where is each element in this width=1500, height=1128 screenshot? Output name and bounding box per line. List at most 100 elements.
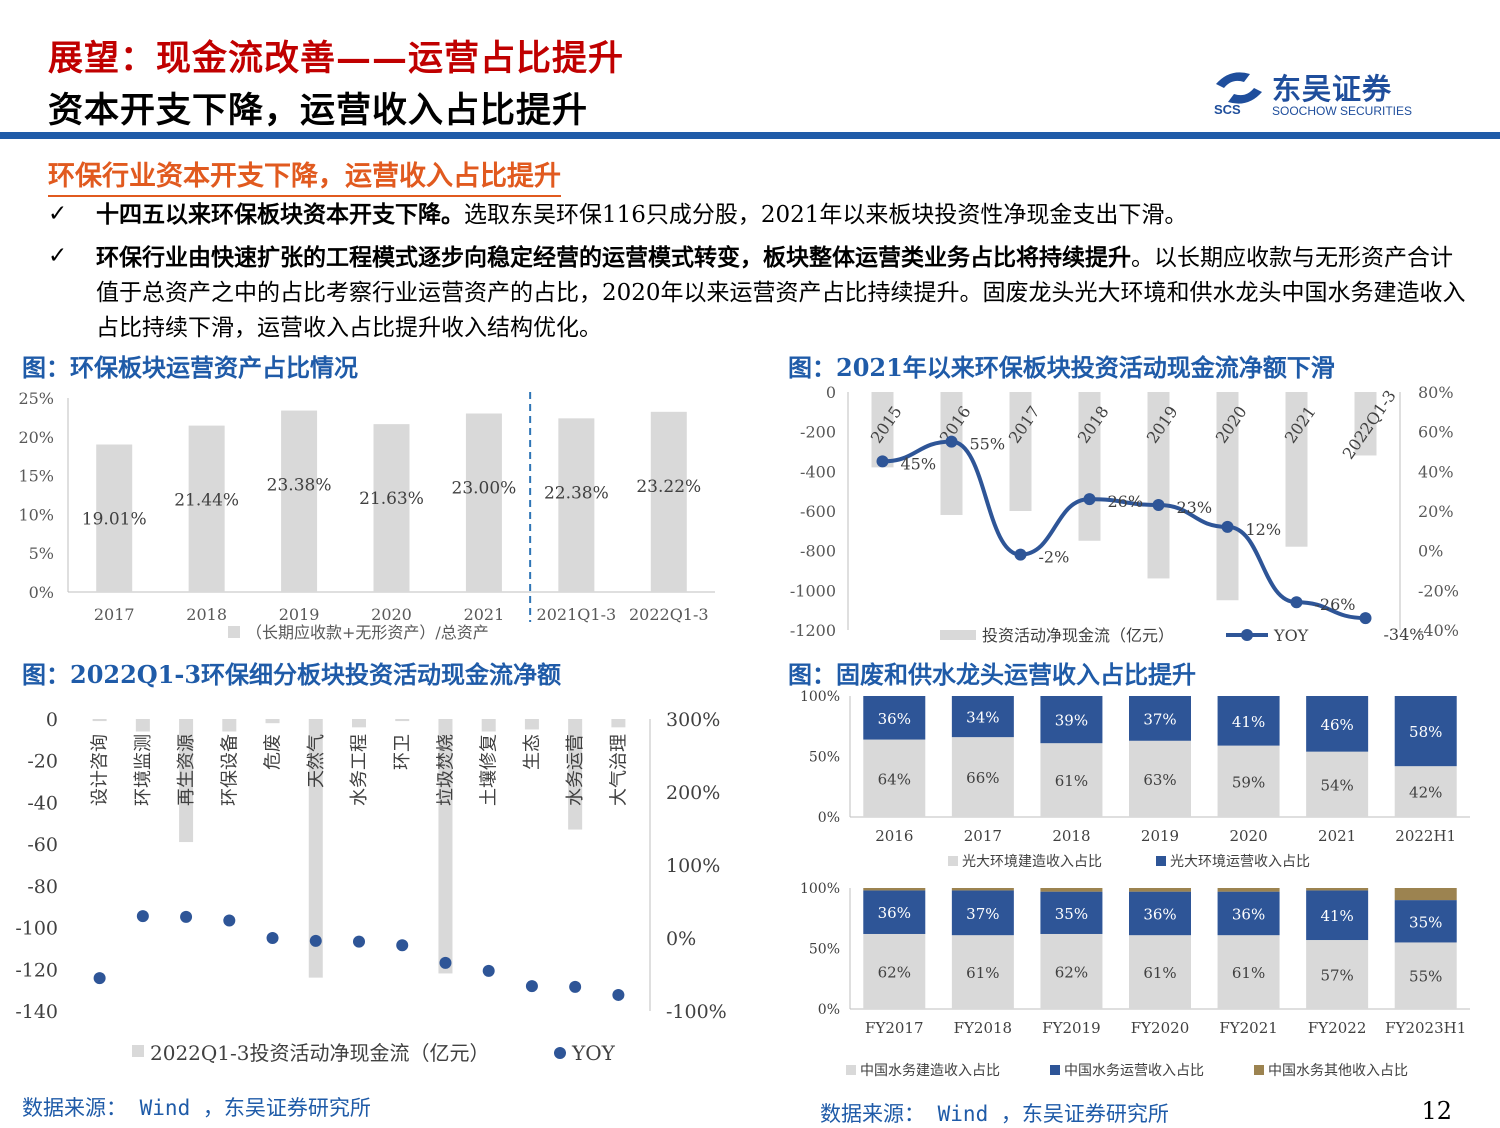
bar xyxy=(1078,392,1101,541)
y-tick-label: 10% xyxy=(18,505,54,524)
bar xyxy=(352,719,366,728)
stack-segment xyxy=(863,933,926,1009)
bar xyxy=(1354,392,1377,456)
legend-dot-swatch xyxy=(554,1047,566,1059)
x-tick-label: FY2018 xyxy=(954,1019,1012,1037)
stack-segment xyxy=(1306,751,1369,817)
y-left-tick-label: 0 xyxy=(46,709,58,731)
yoy-point xyxy=(1290,596,1303,609)
y-right-tick-label: -20% xyxy=(1418,581,1459,600)
y-right-tick-label: 60% xyxy=(1418,423,1454,442)
bar xyxy=(92,719,107,722)
legend-swatch xyxy=(228,626,240,638)
data-label: 21.63% xyxy=(359,489,424,509)
bar xyxy=(611,719,626,728)
segment-label: 55% xyxy=(1409,968,1442,986)
yoy-point xyxy=(525,980,538,993)
segment-label: 41% xyxy=(1320,907,1353,925)
x-tick-label: 2019 xyxy=(279,605,320,624)
stack-segment xyxy=(1306,890,1369,941)
segment-label: 62% xyxy=(1055,963,1088,981)
x-category-label: 垃圾焚烧 xyxy=(435,734,456,806)
logo-text-en: SOOCHOW SECURITIES xyxy=(1272,104,1413,118)
bullet-1: ✓ 十四五以来环保板块资本开支下降。选取东吴环保116只成分股，2021年以来板… xyxy=(48,198,1468,231)
bullet-1-text: 选取东吴环保116只成分股，2021年以来板块投资性净现金支出下滑。 xyxy=(464,202,1188,228)
y-tick-label: 25% xyxy=(18,389,54,408)
legend-swatch xyxy=(846,1065,856,1075)
stack-segment xyxy=(1394,900,1457,943)
x-category-label: 危废 xyxy=(263,734,284,770)
yoy-point xyxy=(1152,499,1165,512)
bar xyxy=(940,392,963,515)
chart2-title: 图：2021年以来环保板块投资活动现金流净额下滑 xyxy=(788,353,1335,382)
checkmark-icon: ✓ xyxy=(48,201,68,227)
y-left-tick-label: -200 xyxy=(800,423,836,442)
data-label: 21.44% xyxy=(174,491,239,511)
y-left-tick-label: -80 xyxy=(27,876,58,898)
x-tick-label: 2021Q1-3 xyxy=(537,605,617,624)
stack-segment xyxy=(1306,940,1369,1009)
segment-label: 58% xyxy=(1409,723,1442,741)
stack-segment xyxy=(1306,696,1369,752)
legend-label: （长期应收款+无形资产）/总资产 xyxy=(246,623,489,642)
y-left-tick-label: -600 xyxy=(800,502,836,521)
x-tick-label: 2019 xyxy=(1141,827,1179,845)
y-right-tick-label: 40% xyxy=(1418,462,1454,481)
legend-bar-label: 投资活动净现金流（亿元） xyxy=(982,626,1174,645)
stack-segment xyxy=(1394,766,1457,817)
y-tick-label: 100% xyxy=(800,689,840,705)
legend-swatch xyxy=(948,856,958,866)
bar xyxy=(438,719,453,974)
bar xyxy=(179,719,194,843)
bar xyxy=(308,719,323,978)
stack-segment xyxy=(1040,743,1103,817)
y-left-tick-label: -40 xyxy=(27,792,58,814)
segment-label: 37% xyxy=(966,905,999,923)
bar xyxy=(96,444,133,592)
bullet-1-bold: 十四五以来环保板块资本开支下降。 xyxy=(96,201,464,228)
legend-label: 中国水务其他收入占比 xyxy=(1268,1063,1408,1079)
y-right-tick-label: 300% xyxy=(666,709,720,731)
header-divider xyxy=(0,132,1500,139)
x-tick-label: 2016 xyxy=(875,827,913,845)
y-left-tick-label: -100 xyxy=(15,918,58,940)
x-tick-label: 2020 xyxy=(1229,827,1267,845)
bullet-2: ✓ 环保行业由快速扩张的工程模式逐步向稳定经营的运营模式转变，板块整体运营类业务… xyxy=(48,240,1468,341)
segment-label: 35% xyxy=(1055,905,1088,923)
y-tick-label: 0% xyxy=(29,583,54,602)
data-label: 23.22% xyxy=(636,477,701,497)
x-tick-label: 2022H1 xyxy=(1395,827,1456,845)
y-right-tick-label: -100% xyxy=(666,1001,727,1023)
section-heading: 环保行业资本开支下降，运营收入占比提升 xyxy=(48,154,561,197)
stack-segment xyxy=(863,890,926,934)
y-right-tick-label: 0% xyxy=(1418,542,1443,561)
y-left-tick-label: -1200 xyxy=(790,621,836,640)
slide-title: 展望：现金流改善——运营占比提升 xyxy=(48,38,625,79)
yoy-label: 26% xyxy=(1108,492,1144,511)
x-category-label: 水务运营 xyxy=(565,734,586,806)
stack-segment xyxy=(951,696,1014,738)
x-tick-label: FY2021 xyxy=(1219,1019,1277,1037)
yoy-point xyxy=(223,914,236,927)
bar xyxy=(222,719,237,732)
yoy-label: -2% xyxy=(1039,548,1070,567)
stack-segment xyxy=(1129,891,1191,936)
x-tick-label: FY2017 xyxy=(865,1019,923,1037)
bar xyxy=(1216,392,1239,601)
segment-label: 41% xyxy=(1232,713,1265,731)
chart2-investing-cashflow: 0 -200 -400 -600 -800 -1000 -1200 80% 60% 40% 20% 0… xyxy=(790,383,1459,645)
bullet-2-text: 。以长期应收款与无形资产合计值于总资产之中的占比考察行业运营资产的占比，2020… xyxy=(96,245,1466,341)
x-tick-label: FY2022 xyxy=(1308,1019,1366,1037)
y-right-tick-label: 100% xyxy=(666,855,720,877)
yoy-point xyxy=(353,935,365,948)
data-label: 19.01% xyxy=(82,509,147,529)
logo-mark-text: SCS xyxy=(1214,102,1241,116)
y-tick-label: 0% xyxy=(818,810,840,826)
segment-label: 36% xyxy=(878,710,911,728)
legend-line-label: YOY xyxy=(1273,626,1309,645)
x-tick-label: FY2023H1 xyxy=(1385,1019,1466,1037)
stack-segment xyxy=(1129,935,1191,1009)
y-tick-label: 50% xyxy=(809,942,840,958)
x-category-label: 大气治理 xyxy=(608,734,629,806)
chart1-operating-assets-ratio: 0% 5% 10% 15% 20% 25% 19.01% 2017 21.44% 2018 23.3… xyxy=(18,389,715,642)
